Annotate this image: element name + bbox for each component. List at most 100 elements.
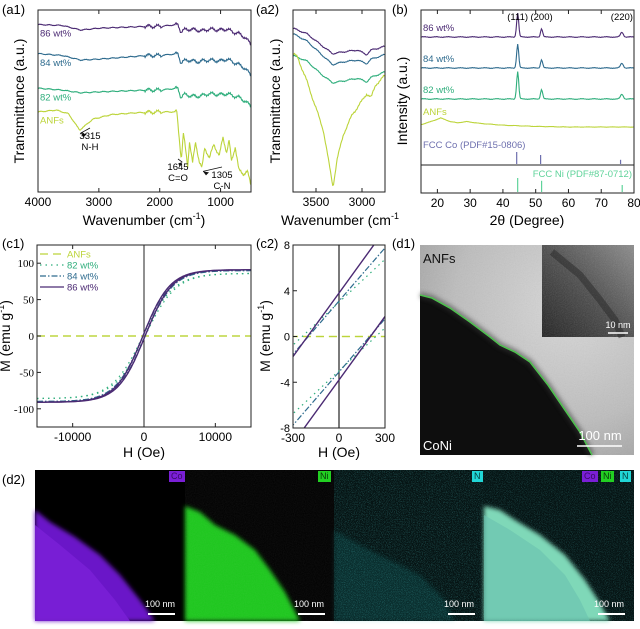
x-tick-label: 1000 xyxy=(207,195,234,209)
reference-label-ni: FCC Ni (PDF#87-0712) xyxy=(533,169,632,180)
annotation-wavenumber: 1305 xyxy=(211,170,232,181)
y-axis-label: Transmittance (a.u.) xyxy=(267,39,283,164)
tem-image-d1: 10 nm ANFs CoNi 100 nm xyxy=(419,245,634,457)
x-tick-label: 40 xyxy=(496,196,510,210)
inset-scalebar-label: 10 nm xyxy=(605,320,630,330)
x-tick-label: 80 xyxy=(627,196,640,210)
x-tick-label: 4000 xyxy=(25,195,52,209)
panel-label-a2: (a2) xyxy=(256,2,279,17)
x-axis-label: Wavenumber (cm-1) xyxy=(83,211,206,228)
series-label-82-wt: 82 wt% xyxy=(423,85,455,96)
series-label-86-wt: 86 wt% xyxy=(40,29,72,40)
x-axis-label: 2θ (Degree) xyxy=(490,212,565,228)
x-tick-label: 10000 xyxy=(199,430,233,444)
anfs-label: ANFs xyxy=(423,251,456,266)
reference-label-co: FCC Co (PDF#15-0806) xyxy=(423,140,525,151)
eds-tag-overlay-n: N xyxy=(620,471,631,482)
series-label-anfs: ANFs xyxy=(423,107,447,118)
coni-label: CoNi xyxy=(423,438,452,453)
panel-label-d2: (d2) xyxy=(2,472,25,487)
eds-map-co xyxy=(35,470,185,621)
eds-maps-d2 xyxy=(35,470,634,621)
panel-label-b: (b) xyxy=(392,2,408,17)
x-tick-label: 50 xyxy=(529,196,543,210)
arrow-head xyxy=(203,171,210,176)
series-line-84-wt xyxy=(293,33,385,66)
y-axis-label: M (emu g-1) xyxy=(256,300,273,372)
x-tick-label: -10000 xyxy=(54,430,92,444)
eds-tag-ni: Ni xyxy=(318,471,331,482)
peak-label: (220) xyxy=(611,12,633,23)
annotation-wavenumber: 1645 xyxy=(167,162,188,173)
eds-scalebar-overlay xyxy=(598,613,625,615)
series-label-86-wt: 86 wt% xyxy=(423,23,455,34)
x-tick-label: 20 xyxy=(431,196,445,210)
axes-frame xyxy=(37,9,252,193)
y-axis-label: Intensity (a.u.) xyxy=(394,57,410,146)
eds-tag-overlay-co: Co xyxy=(582,471,598,482)
eds-scalebar-ni xyxy=(298,613,325,615)
x-axis-label: Wavenumber (cm-1 xyxy=(281,211,399,228)
series-line-84-wt xyxy=(38,51,251,77)
annotation-bond: C-N xyxy=(214,181,231,192)
peak-label: (200) xyxy=(530,12,552,23)
series-line-anfs xyxy=(38,109,251,186)
series-label-84-wt: 84 wt% xyxy=(423,54,455,65)
legend-label-84-wt: 84 wt% xyxy=(67,272,99,283)
scalebar-label: 100 nm xyxy=(578,428,621,443)
annotation-arrow xyxy=(177,158,183,163)
eds-tag-co: Co xyxy=(169,471,185,482)
series-label-84-wt: 84 wt% xyxy=(40,58,72,69)
y-axis-label: Transmittance (a.u.) xyxy=(11,39,27,164)
y-tick-label: 4 xyxy=(284,286,290,298)
series-line-86-wt xyxy=(303,315,385,428)
x-tick-label: 3000 xyxy=(86,195,113,209)
x-tick-label: 3000 xyxy=(349,195,376,209)
series-line-86-wt xyxy=(293,245,375,358)
panel-label-c2: (c2) xyxy=(256,236,278,251)
series-line-84-wt xyxy=(421,44,634,69)
y-tick-label: 100 xyxy=(18,258,35,270)
series-line-84-wt xyxy=(293,317,385,427)
annotation-arrow xyxy=(80,127,91,134)
annotation-bond: C=O xyxy=(168,173,188,184)
y-tick-label: 50 xyxy=(23,295,35,307)
eds-map-ni xyxy=(185,470,334,621)
series-line-anfs xyxy=(421,117,634,128)
interface-boundary-line xyxy=(419,294,593,456)
chart-b-xrd: 86 wt% 84 wt% 82 wt% ANFs (111) (200) (220) FCC… xyxy=(394,9,640,228)
x-tick-label: 0 xyxy=(141,430,148,444)
annotation-wavenumber: 3315 xyxy=(79,131,100,142)
x-tick-label: 0 xyxy=(336,431,343,445)
y-tick-label: -100 xyxy=(14,404,35,416)
y-axis-label: M (emu g-1) xyxy=(0,300,13,372)
x-axis-label: H (Oe) xyxy=(123,444,165,460)
series-line-82-wt xyxy=(421,71,634,100)
panel-label-d1: (d1) xyxy=(392,236,415,251)
series-line-82-wt xyxy=(38,85,251,108)
x-tick-label: 30 xyxy=(463,196,477,210)
y-tick-label: 8 xyxy=(284,240,290,252)
eds-map-n xyxy=(334,470,484,621)
annotation-arrow xyxy=(202,166,223,172)
legend-label-anfs: ANFs xyxy=(67,250,91,261)
eds-scalebar-label-n: 100 nm xyxy=(444,599,475,609)
series-line-86-wt xyxy=(421,13,634,38)
x-tick-label: 3500 xyxy=(303,195,330,209)
legend-label-86-wt: 86 wt% xyxy=(67,283,99,294)
series-label-82-wt: 82 wt% xyxy=(40,92,72,103)
x-tick-label: 60 xyxy=(562,196,576,210)
x-tick-label: 300 xyxy=(375,431,395,445)
series-label-anfs: ANFs xyxy=(40,116,64,127)
eds-map-overlay xyxy=(484,470,634,621)
annotation-bond: N-H xyxy=(82,142,99,153)
y-tick-label: 0 xyxy=(284,332,290,344)
eds-scalebar-n xyxy=(448,613,475,615)
eds-tag-n: N xyxy=(472,471,483,482)
series-line-anfs xyxy=(293,52,385,187)
hrtem-inset: 10 nm xyxy=(542,245,634,339)
axes-frame xyxy=(420,9,635,194)
